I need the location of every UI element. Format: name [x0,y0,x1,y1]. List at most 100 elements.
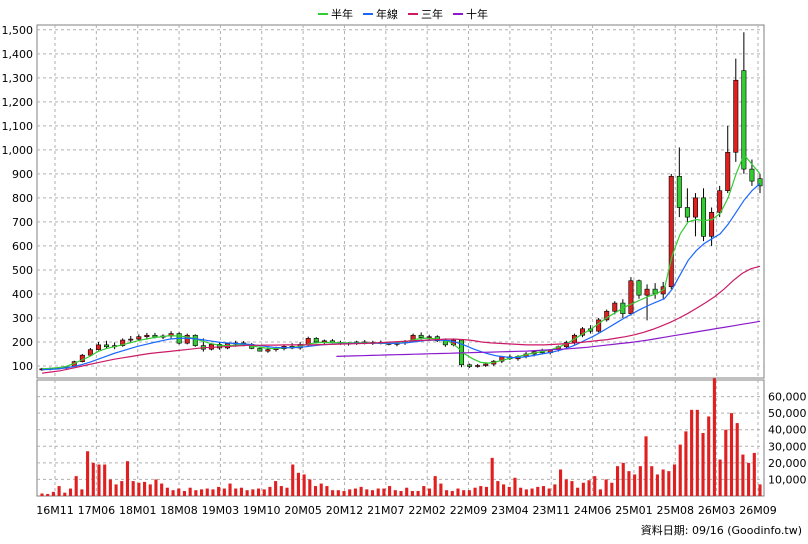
volume-bar [137,482,141,496]
volume-bar [678,444,682,496]
x-tick-label: 20M05 [284,504,322,517]
legend-label-year: 年線 [376,7,398,21]
volume-bar [382,488,386,496]
volume-bar [633,474,637,496]
volume-bar [177,488,181,496]
legend-label-three_year: 三年 [421,7,443,21]
volume-bar [456,488,460,496]
volume-bar [359,486,363,496]
volume-bar [285,487,289,496]
price-tick-label: 700 [12,216,33,229]
price-tick-label: 300 [12,312,33,325]
volume-panel [40,378,762,496]
volume-bar [46,494,50,496]
volume-bar [74,476,78,496]
candle-body [684,207,690,218]
volume-bar [672,464,677,496]
candle-body [95,344,101,350]
x-tick-label: 19M03 [202,504,240,517]
candle-body [426,336,432,338]
volume-bar [131,481,135,496]
candle-body [313,338,319,343]
candle-body [483,363,489,366]
volume-bar [604,479,608,496]
volume-bar [621,462,625,496]
volume-bar [228,483,232,496]
volume-bar [165,487,169,496]
volume-bar [758,484,762,496]
volume-bar [302,474,306,496]
volume-bar [724,429,728,496]
candle-body [128,338,134,341]
volume-bar [405,487,409,496]
candle-body [628,280,634,314]
volume-bar [690,409,694,496]
price-tick-label: 1,400 [2,48,34,61]
x-tick-label: 17M06 [78,504,116,517]
volume-bar [188,487,192,496]
legend-label-half_year: 半年 [331,7,353,21]
volume-frame [36,379,765,497]
x-tick-label: 20M12 [326,504,364,517]
volume-bar [735,423,739,496]
legend-label-ten_year: 十年 [466,7,488,21]
volume-bar [598,489,602,496]
candle-body [741,70,747,170]
volume-bar [433,476,437,496]
candle-body [257,348,263,352]
candle-body [636,280,642,296]
volume-bar [422,486,426,496]
volume-bar [559,469,563,496]
volume-bar [160,483,164,496]
candle-body [418,334,424,338]
candle-body [668,175,674,288]
price-tick-label: 800 [12,192,33,205]
volume-bar [399,491,403,496]
volume-bar [291,464,295,496]
volume-bar [245,490,249,496]
volume-bar [262,489,266,496]
candle-body [216,344,222,349]
candle-body [136,336,142,340]
volume-bar [729,413,734,496]
price-tick-label: 1,100 [2,120,34,133]
volume-bar [63,492,67,496]
volume-bar [211,489,215,496]
volume-bar [57,486,61,496]
price-tick-label: 1,300 [2,72,34,85]
volume-tick-label: 50,000 [768,407,807,420]
volume-bar [239,487,243,496]
volume-bar [370,490,375,496]
volume-bar [171,490,175,496]
volume-bar [502,484,506,496]
price-tick-label: 1,500 [2,24,34,37]
volume-bar [536,486,540,496]
volume-bar [68,488,73,496]
x-tick-label: 16M11 [36,504,74,517]
candle-body [701,197,707,237]
candle-body [184,334,190,344]
price-tick-label: 200 [12,336,33,349]
volume-bar [331,490,335,496]
candle-body [104,344,110,348]
candle-body [644,288,650,296]
volume-tick-label: 10,000 [768,473,807,486]
volume-bar [712,378,716,496]
candle-body [757,178,763,187]
volume-bar [40,493,44,496]
x-tick-label: 19M10 [243,504,281,517]
volume-bar [638,466,642,496]
chart-legend: 半年 年線 三年 十年 [318,7,488,21]
ma-year-line [41,183,761,371]
ma-three-year-line [41,265,761,374]
volume-bar [439,483,443,496]
volume-bar [274,481,278,496]
volume-bar [365,489,369,496]
volume-bar [650,466,654,496]
volume-bar [114,484,118,496]
candle-body [604,310,610,321]
candle-body [596,319,602,332]
volume-bar [615,466,620,496]
